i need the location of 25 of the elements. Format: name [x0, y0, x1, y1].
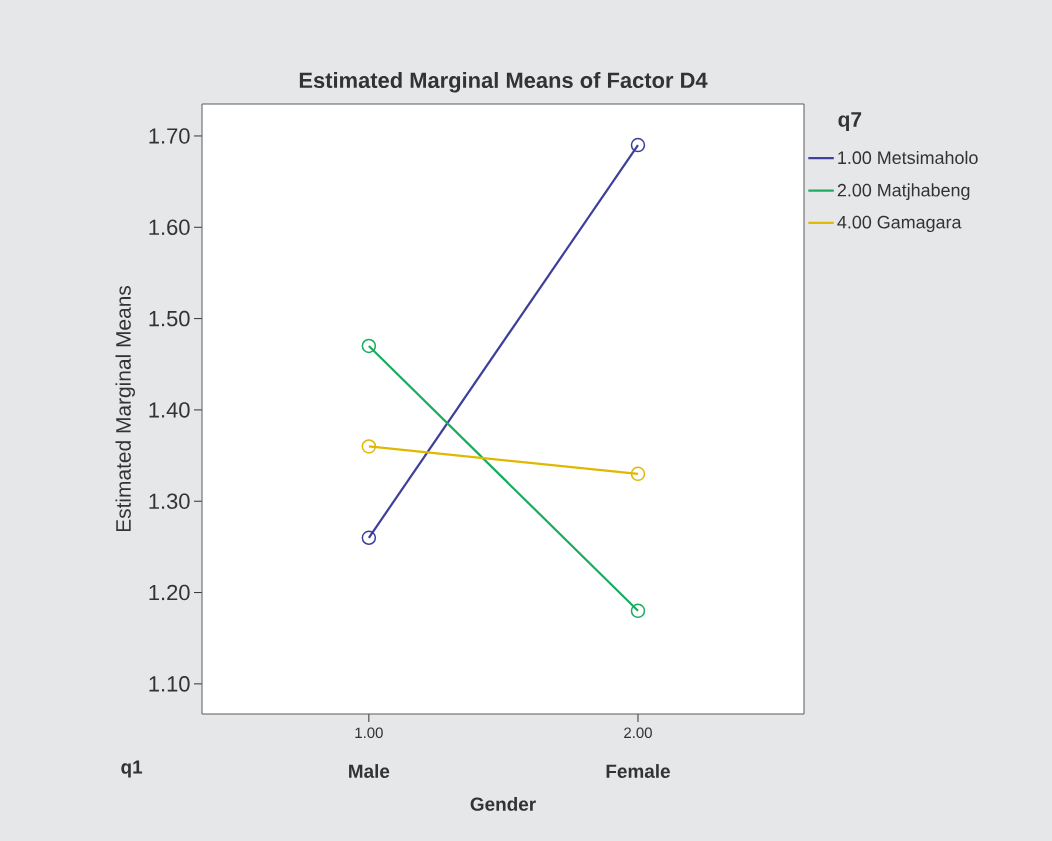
point: [630, 137, 646, 153]
y-tick-label: 1.40: [149, 402, 190, 418]
legend-title: q7: [838, 112, 862, 131]
point: [630, 603, 646, 619]
y-tick-label: 1.50: [149, 310, 190, 327]
text: Male: [349, 764, 390, 778]
y-tick-label: 1.30: [149, 493, 190, 509]
legend-label: 4.00 Gamagara: [837, 215, 962, 233]
y-tick-label: 1.70: [149, 128, 190, 144]
point: [361, 439, 377, 454]
point: [361, 338, 377, 354]
legend-label: 1.00 Metsimaholo: [838, 150, 978, 165]
y-tick-label: 1.20: [149, 584, 190, 601]
y-tick-label: 1.10: [149, 676, 190, 692]
text: Female: [606, 764, 670, 778]
x-tick-label: 2.00: [624, 727, 652, 739]
y-axis-title: Estimated Marginal Means: [115, 285, 135, 532]
point: [361, 530, 377, 546]
x-axis-title: Gender: [470, 796, 536, 811]
chart-title: Estimated Marginal Means of Factor D4: [299, 71, 708, 93]
legend-label: 2.00 Matjhabeng: [837, 183, 970, 201]
text: q1: [121, 760, 143, 778]
point: [630, 466, 646, 482]
y-tick-label: 1.60: [149, 219, 190, 236]
x-tick-label: 1.00: [355, 727, 383, 739]
